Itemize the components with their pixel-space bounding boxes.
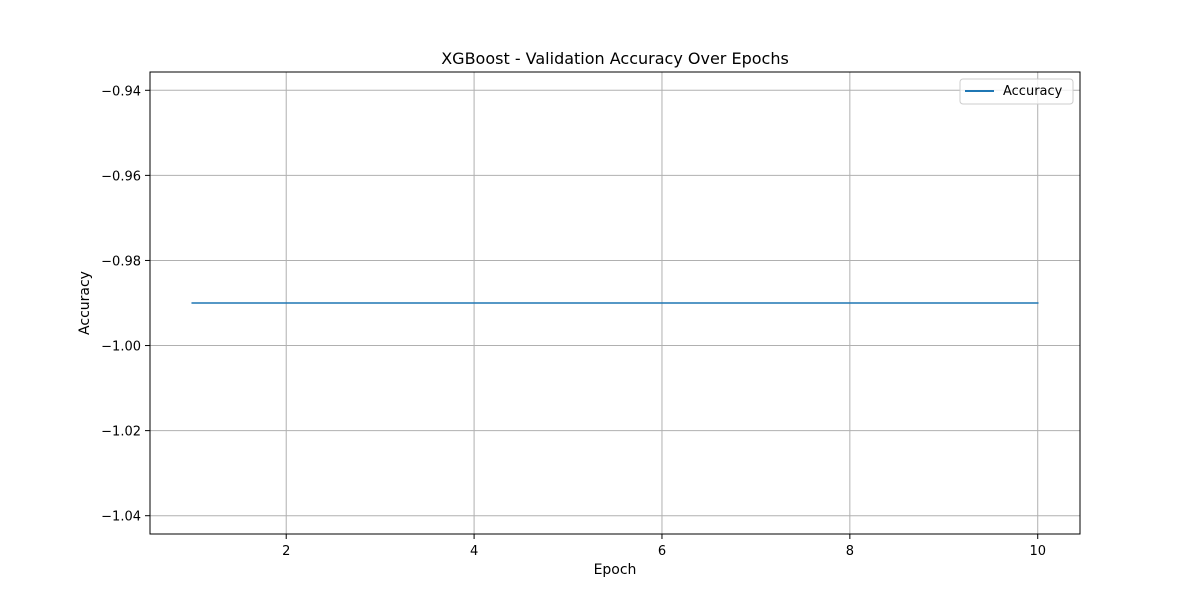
x-tick-label: 4 — [470, 544, 478, 559]
chart-title: XGBoost - Validation Accuracy Over Epoch… — [441, 49, 789, 68]
x-axis-label: Epoch — [594, 562, 637, 578]
y-tick-label: −1.00 — [101, 340, 141, 355]
x-tick-label: 6 — [658, 544, 666, 559]
y-tick-label: −0.98 — [101, 254, 141, 269]
x-tick-label: 8 — [846, 544, 854, 559]
y-tick-label: −1.04 — [101, 510, 141, 525]
axis-ticks: 2 4 6 8 10 −0.94 −0.96 −0.98 −1.00 −1.02 −1.04 — [101, 84, 1046, 559]
x-tick-label: 2 — [282, 544, 290, 559]
legend-box — [959, 78, 1074, 105]
legend: Accuracy — [959, 78, 1074, 105]
y-axis-label: Accuracy — [77, 271, 93, 335]
y-tick-label: −0.94 — [101, 84, 141, 99]
y-tick-label: −1.02 — [101, 425, 141, 440]
x-tick-label: 10 — [1029, 544, 1046, 559]
legend-label-accuracy: Accuracy — [1003, 84, 1063, 99]
y-tick-label: −0.96 — [101, 169, 141, 184]
plot-area-frame — [149, 71, 1081, 535]
